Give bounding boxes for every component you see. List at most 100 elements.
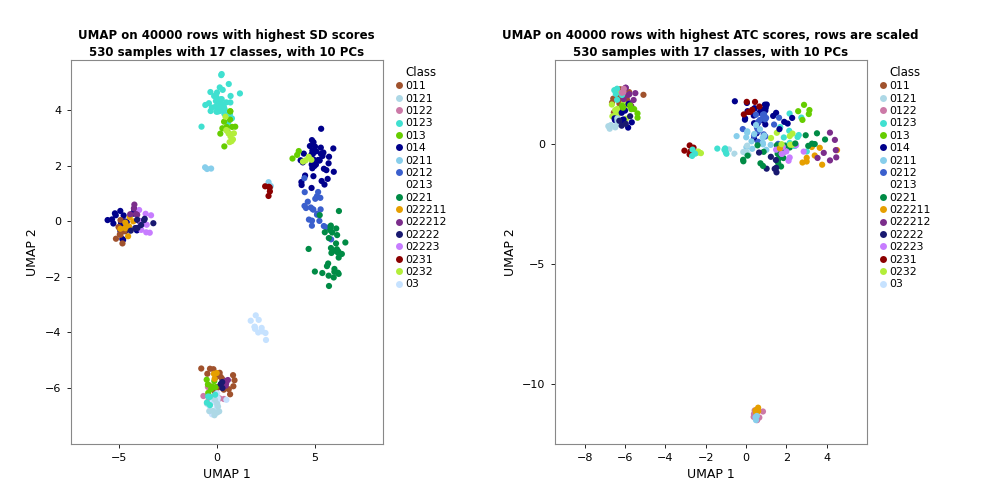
Point	[204, 410, 220, 418]
Point	[676, 147, 692, 155]
Point	[121, 222, 137, 230]
Point	[217, 105, 233, 113]
Point	[620, 91, 636, 99]
Point	[200, 370, 216, 378]
Point	[206, 92, 222, 100]
Point	[321, 234, 337, 242]
Point	[117, 227, 133, 235]
Point	[809, 154, 826, 162]
Point	[297, 171, 313, 179]
Point	[768, 156, 784, 164]
Point	[768, 109, 784, 117]
X-axis label: UMAP 1: UMAP 1	[686, 468, 735, 481]
Point	[748, 111, 764, 119]
Point	[763, 153, 779, 161]
Point	[323, 235, 339, 243]
Point	[247, 323, 263, 331]
Point	[117, 224, 133, 232]
Point	[222, 390, 238, 398]
Point	[737, 114, 753, 122]
Point	[326, 145, 342, 153]
Point	[112, 230, 128, 238]
Point	[827, 136, 843, 144]
Point	[740, 108, 756, 116]
Point	[684, 146, 701, 154]
Point	[616, 85, 632, 93]
Point	[622, 112, 638, 120]
Point	[299, 198, 316, 206]
Point	[218, 113, 234, 121]
Point	[209, 93, 225, 101]
Point	[263, 182, 279, 190]
Point	[749, 412, 765, 420]
Point	[203, 394, 219, 402]
Point	[616, 95, 632, 103]
Point	[618, 84, 634, 92]
Point	[133, 217, 149, 225]
Point	[749, 129, 765, 137]
Point	[690, 148, 707, 156]
Point	[143, 211, 159, 219]
Point	[257, 182, 273, 191]
Point	[719, 150, 735, 158]
Point	[262, 183, 278, 192]
Point	[116, 217, 132, 225]
Point	[305, 138, 322, 146]
Point	[602, 124, 618, 133]
Point	[757, 106, 773, 114]
Point	[829, 146, 845, 154]
Point	[828, 146, 844, 154]
Point	[222, 110, 238, 118]
Point	[197, 163, 213, 171]
Point	[324, 249, 340, 257]
Legend: 011, 0121, 0122, 0123, 013, 014, 0211, 0212, 0213, 0221, 022211, 022212, 02222, : 011, 0121, 0122, 0123, 013, 014, 0211, 0…	[394, 66, 447, 289]
Point	[609, 90, 625, 98]
Point	[784, 130, 800, 138]
Point	[763, 141, 779, 149]
Point	[806, 152, 823, 160]
Point	[790, 131, 806, 139]
Point	[210, 107, 226, 115]
Point	[746, 119, 762, 127]
Point	[623, 102, 639, 110]
Point	[137, 215, 153, 223]
Point	[748, 416, 764, 424]
Point	[304, 147, 321, 155]
Point	[614, 91, 630, 99]
Point	[788, 141, 804, 149]
Point	[207, 387, 223, 395]
Point	[744, 137, 760, 145]
Point	[218, 98, 234, 106]
Point	[750, 407, 766, 415]
Point	[778, 148, 794, 156]
Point	[739, 142, 755, 150]
Point	[604, 100, 620, 108]
Point	[732, 157, 748, 165]
Point	[801, 106, 817, 114]
Point	[786, 142, 802, 150]
Point	[612, 106, 628, 114]
Point	[126, 205, 142, 213]
Point	[610, 117, 626, 125]
Point	[621, 90, 637, 98]
Point	[751, 413, 767, 421]
Point	[107, 209, 123, 217]
Point	[222, 107, 238, 115]
Point	[798, 158, 814, 166]
Title: UMAP on 40000 rows with highest ATC scores, rows are scaled
530 samples with 17 : UMAP on 40000 rows with highest ATC scor…	[503, 29, 919, 59]
Point	[213, 71, 229, 79]
Point	[746, 135, 762, 143]
Point	[750, 118, 766, 126]
Point	[125, 217, 141, 225]
Point	[319, 166, 335, 174]
Point	[798, 154, 814, 162]
Point	[311, 211, 328, 219]
Point	[213, 373, 229, 381]
Point	[204, 397, 220, 405]
Point	[747, 406, 763, 414]
Point	[221, 129, 237, 137]
Point	[308, 147, 325, 155]
Point	[770, 159, 786, 167]
Point	[789, 133, 805, 141]
Point	[206, 370, 222, 378]
